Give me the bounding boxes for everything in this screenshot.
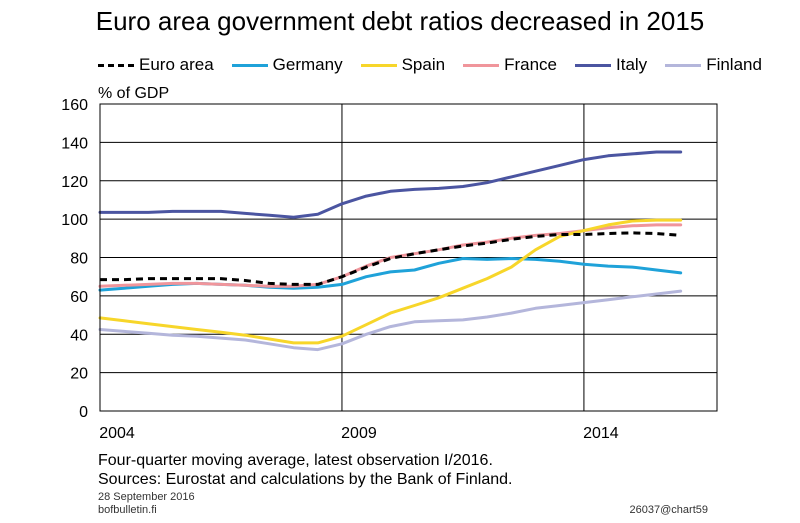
y-tick-label-120: 120 [61, 174, 88, 191]
y-axis-label: % of GDP [98, 85, 169, 102]
series-lines [98, 150, 683, 352]
legend-item-spain: Spain [360, 55, 446, 75]
legend-label-france: France [504, 55, 557, 74]
y-tick-label-40: 40 [70, 327, 88, 344]
y-tick-labels: 0 20 40 60 80 100 120 140 160 [61, 97, 88, 421]
legend-swatch-finland [665, 63, 702, 67]
legend-item-germany: Germany [231, 55, 343, 75]
series-line-finland [98, 289, 683, 352]
y-tick-label-160: 160 [61, 97, 88, 114]
y-tick-label-100: 100 [61, 212, 88, 229]
y-tick-label-80: 80 [70, 251, 88, 268]
plot-frame [99, 103, 718, 412]
legend-label-finland: Finland [706, 55, 762, 74]
legend-swatch-italy [575, 63, 611, 67]
series-line-italy [98, 150, 683, 219]
legend-swatch-france [463, 63, 500, 67]
legend-swatch-euro-area [98, 63, 134, 67]
y-tick-label-0: 0 [79, 404, 88, 421]
legend-swatch-spain [360, 63, 397, 67]
x-tick-label-2009: 2009 [341, 425, 377, 442]
y-tick-label-60: 60 [70, 289, 88, 306]
x-tick-label-2014: 2014 [583, 425, 619, 442]
legend-item-finland: Finland [665, 55, 762, 75]
series-line-france [98, 223, 683, 288]
legend-item-euro-area: Euro area [98, 55, 214, 75]
legend-label-germany: Germany [272, 55, 343, 74]
legend-item-france: France [463, 55, 557, 75]
series-line-euro-area [100, 231, 681, 286]
legend-label-italy: Italy [616, 55, 648, 74]
gridlines [100, 104, 717, 411]
chart-code: 26037@chart59 [629, 504, 708, 516]
legend-swatch-germany [231, 63, 268, 67]
legend-label-spain: Spain [401, 55, 446, 74]
footnote-sources: Sources: Eurostat and calculations by th… [98, 471, 513, 488]
series-line-germany [98, 257, 683, 292]
x-tick-labels: 2004 2009 2014 [99, 425, 619, 442]
legend-item-italy: Italy [575, 55, 647, 75]
y-tick-label-20: 20 [70, 366, 88, 383]
footnote-moving-average: Four-quarter moving average, latest obse… [98, 452, 493, 469]
chart-legend: Euro area Germany Spain France Italy Fin… [98, 54, 780, 76]
publication-date: 28 September 2016 [98, 491, 195, 503]
chart-title: Euro area government debt ratios decreas… [95, 6, 705, 36]
x-tick-label-2004: 2004 [99, 425, 135, 442]
series-line-spain [98, 218, 683, 345]
legend-label-euro-area: Euro area [139, 55, 214, 74]
site-link[interactable]: bofbulletin.fi [98, 504, 157, 516]
y-tick-label-140: 140 [61, 135, 88, 152]
